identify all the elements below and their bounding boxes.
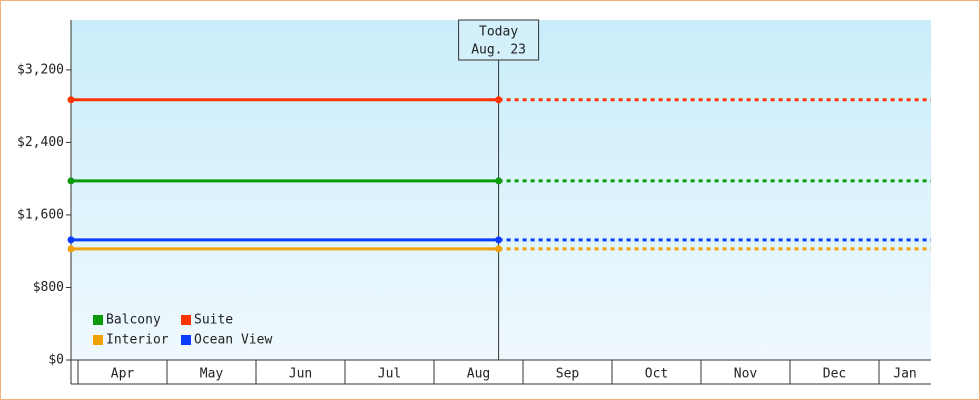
point [495, 177, 503, 185]
point [67, 177, 75, 185]
point [67, 96, 75, 104]
x-tick-label: Jul [378, 367, 401, 382]
today-box [458, 19, 540, 61]
x-tick-label: Dec [823, 367, 846, 382]
legend-label: Interior [106, 333, 169, 348]
x-tick-label: Jan [893, 367, 916, 382]
y-tick-label: $2,400 [17, 135, 64, 150]
point [495, 245, 503, 253]
today-date: Aug. 23 [471, 43, 526, 58]
y-tick-label: $3,200 [17, 62, 64, 77]
point [495, 96, 503, 104]
y-tick-label: $1,600 [17, 207, 64, 222]
point [67, 245, 75, 253]
point [495, 236, 503, 244]
x-tick-label: Apr [111, 367, 135, 382]
x-tick-label: Jun [289, 367, 312, 382]
x-tick-label: Nov [734, 367, 758, 382]
legend-swatch [93, 335, 103, 345]
legend-label: Suite [194, 313, 233, 328]
legend-swatch [181, 335, 191, 345]
x-tick-label: Aug [467, 367, 490, 382]
y-tick-label: $800 [33, 280, 64, 295]
legend-swatch [93, 315, 103, 325]
today-label: Today [479, 25, 518, 40]
legend-label: Balcony [106, 313, 161, 328]
legend-label: Ocean View [194, 333, 272, 348]
x-tick-label: Sep [556, 367, 580, 382]
point [67, 236, 75, 244]
plot-area [71, 20, 931, 360]
x-tick-label: Oct [645, 367, 668, 382]
y-tick-label: $0 [48, 353, 64, 368]
legend-swatch [181, 315, 191, 325]
x-tick-label: May [200, 367, 224, 382]
